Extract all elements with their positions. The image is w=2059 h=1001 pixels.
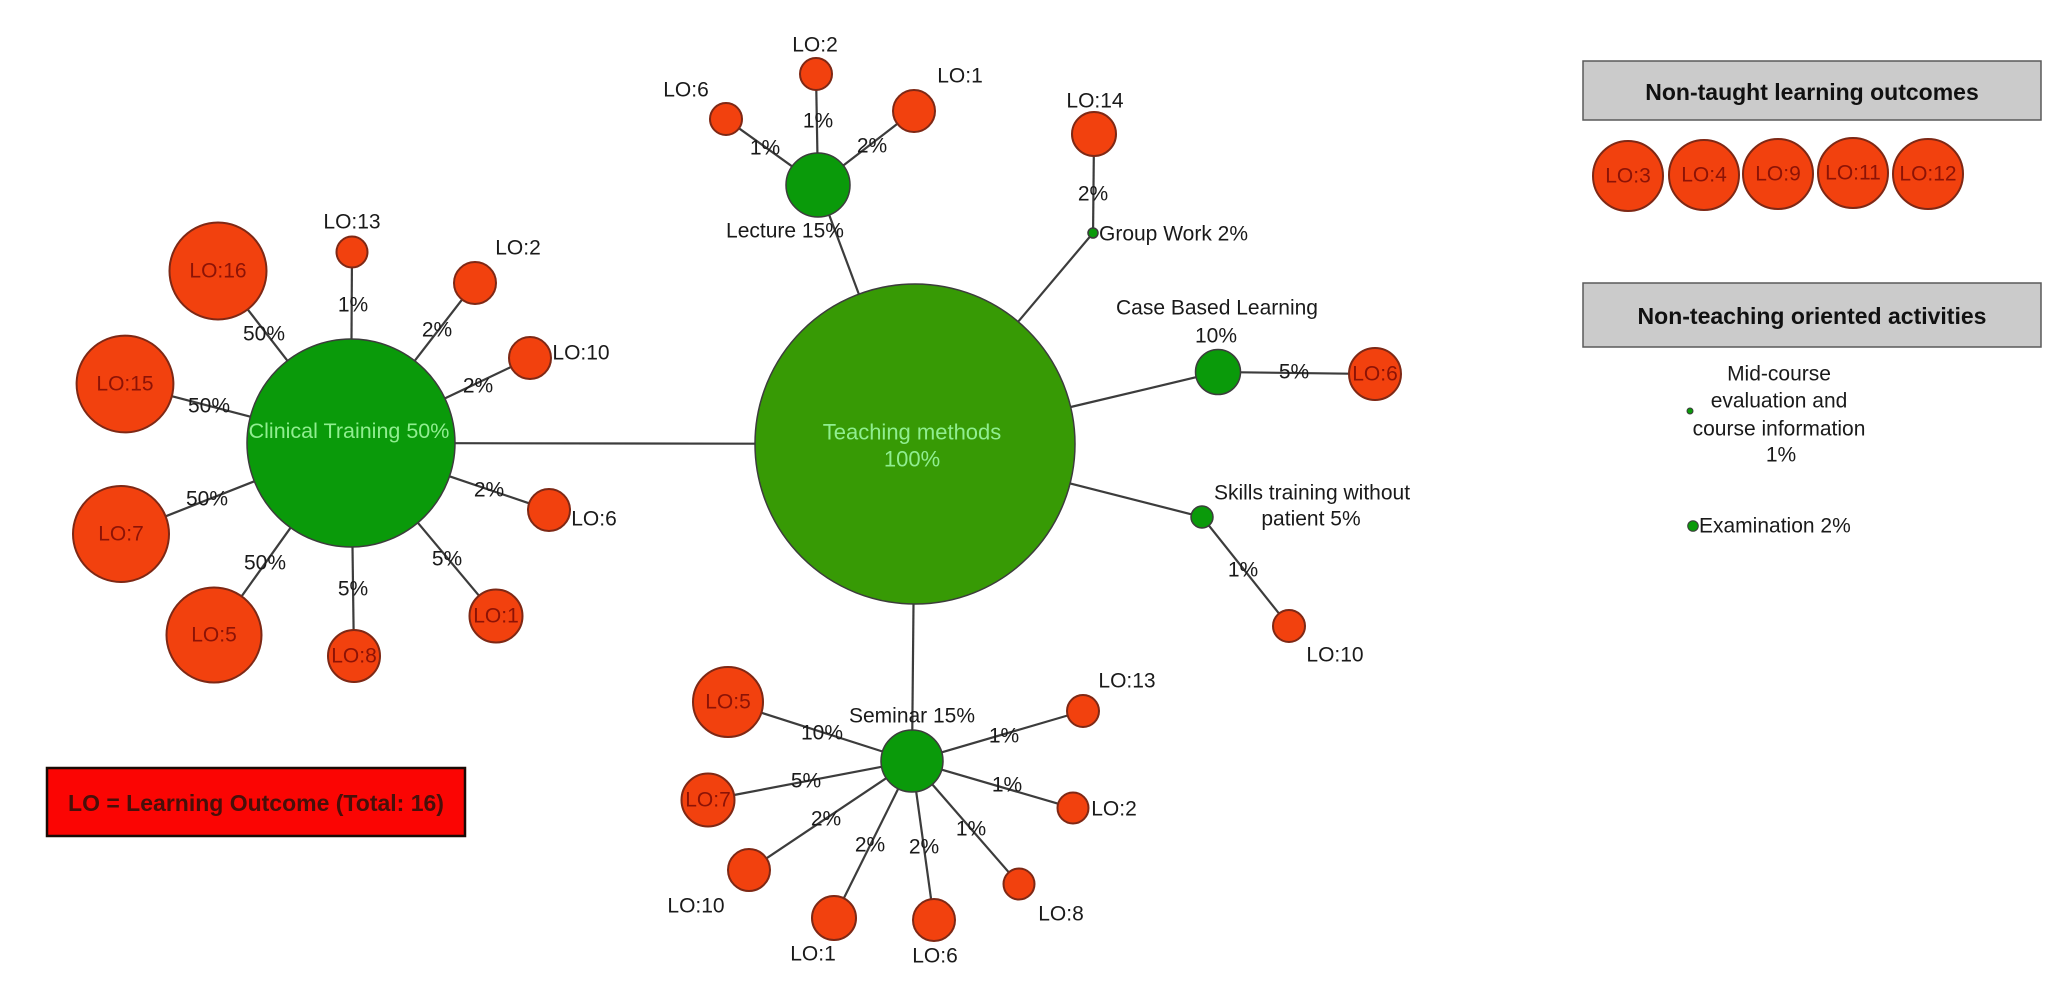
svg-text:1%: 1% — [989, 725, 1019, 748]
svg-text:LO:6: LO:6 — [571, 508, 617, 531]
svg-text:50%: 50% — [244, 552, 286, 575]
svg-text:LO:9: LO:9 — [1755, 163, 1801, 186]
svg-text:LO:8: LO:8 — [331, 645, 377, 668]
svg-text:LO:11: LO:11 — [1825, 162, 1881, 185]
svg-text:5%: 5% — [1279, 361, 1309, 384]
svg-text:Clinical Training 50%: Clinical Training 50% — [249, 419, 450, 443]
svg-text:50%: 50% — [186, 488, 228, 511]
svg-text:Teaching methods: Teaching methods — [823, 420, 1002, 445]
svg-text:Mid-course: Mid-course — [1727, 363, 1831, 386]
svg-text:evaluation and: evaluation and — [1711, 390, 1848, 413]
svg-text:100%: 100% — [884, 447, 940, 472]
svg-text:LO:15: LO:15 — [96, 373, 153, 396]
svg-text:LO:10: LO:10 — [667, 895, 724, 918]
svg-text:LO:12: LO:12 — [1899, 163, 1956, 186]
svg-text:LO:2: LO:2 — [792, 34, 838, 57]
svg-text:2%: 2% — [474, 479, 504, 502]
svg-text:LO:6: LO:6 — [912, 945, 958, 968]
svg-text:Skills training without: Skills training without — [1214, 482, 1410, 505]
svg-text:Group Work 2%: Group Work 2% — [1099, 223, 1248, 246]
svg-text:1%: 1% — [992, 774, 1022, 797]
svg-text:LO:13: LO:13 — [323, 211, 380, 234]
svg-text:LO:13: LO:13 — [1098, 670, 1155, 693]
svg-text:2%: 2% — [811, 808, 841, 831]
svg-text:course information: course information — [1693, 418, 1866, 441]
svg-text:50%: 50% — [243, 323, 285, 346]
svg-text:Non-teaching oriented activiti: Non-teaching oriented activities — [1638, 303, 1987, 329]
svg-text:1%: 1% — [1228, 559, 1258, 582]
svg-text:Seminar 15%: Seminar 15% — [849, 705, 975, 728]
svg-text:LO:7: LO:7 — [685, 789, 731, 812]
svg-text:LO:3: LO:3 — [1605, 165, 1651, 188]
svg-text:Lecture 15%: Lecture 15% — [726, 220, 844, 243]
svg-text:10%: 10% — [1195, 325, 1237, 348]
svg-text:LO:8: LO:8 — [1038, 903, 1084, 926]
svg-text:Non-taught learning outcomes: Non-taught learning outcomes — [1645, 79, 1979, 105]
svg-text:10%: 10% — [801, 722, 843, 745]
svg-text:2%: 2% — [1078, 183, 1108, 206]
svg-text:2%: 2% — [857, 135, 887, 158]
svg-text:LO:10: LO:10 — [552, 342, 609, 365]
svg-text:5%: 5% — [338, 578, 368, 601]
svg-text:5%: 5% — [432, 548, 462, 571]
svg-text:2%: 2% — [422, 319, 452, 342]
svg-text:2%: 2% — [463, 375, 493, 398]
svg-text:1%: 1% — [803, 110, 833, 133]
svg-text:LO:5: LO:5 — [191, 624, 237, 647]
svg-text:1%: 1% — [956, 818, 986, 841]
svg-text:LO:5: LO:5 — [705, 691, 751, 714]
svg-text:1%: 1% — [338, 294, 368, 317]
svg-text:5%: 5% — [791, 770, 821, 793]
svg-text:1%: 1% — [1766, 444, 1796, 467]
svg-text:2%: 2% — [855, 834, 885, 857]
svg-text:2%: 2% — [909, 836, 939, 859]
svg-text:LO:1: LO:1 — [937, 65, 983, 88]
svg-text:LO:14: LO:14 — [1066, 90, 1124, 113]
svg-text:LO = Learning Outcome (Total:: LO = Learning Outcome (Total: 16) — [68, 790, 444, 816]
svg-text:LO:6: LO:6 — [1352, 363, 1398, 386]
svg-text:LO:10: LO:10 — [1306, 644, 1363, 667]
svg-text:LO:16: LO:16 — [189, 260, 246, 283]
svg-text:LO:1: LO:1 — [790, 943, 836, 966]
svg-text:1%: 1% — [750, 137, 780, 160]
svg-text:LO:4: LO:4 — [1681, 164, 1727, 187]
svg-text:LO:2: LO:2 — [1091, 798, 1137, 821]
svg-text:Case Based Learning: Case Based Learning — [1116, 297, 1318, 320]
svg-text:LO:7: LO:7 — [98, 523, 144, 546]
svg-text:patient 5%: patient 5% — [1261, 508, 1360, 531]
svg-text:LO:2: LO:2 — [495, 237, 541, 260]
svg-text:Examination 2%: Examination 2% — [1699, 515, 1851, 538]
svg-text:50%: 50% — [188, 395, 230, 418]
svg-text:LO:6: LO:6 — [663, 79, 709, 102]
svg-text:LO:1: LO:1 — [473, 605, 519, 628]
